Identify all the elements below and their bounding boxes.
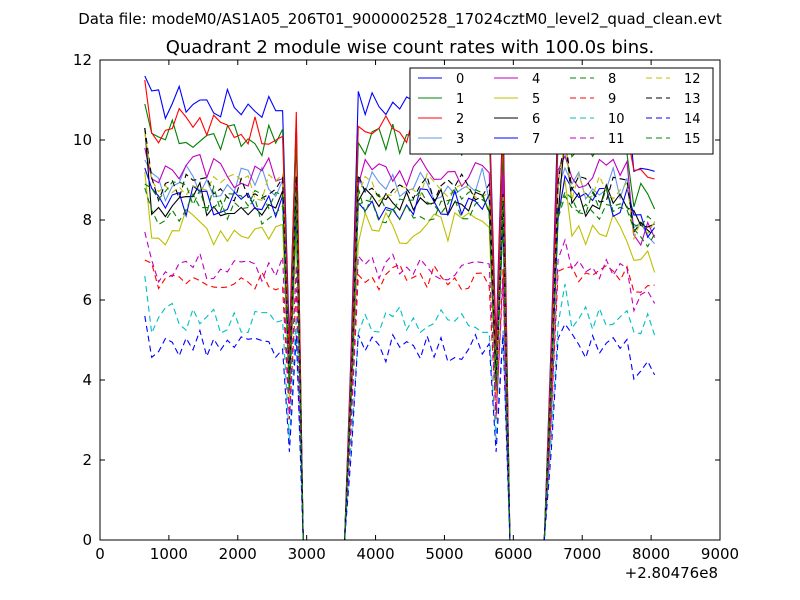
y-tick-label: 4 xyxy=(82,371,92,389)
legend-label-15: 15 xyxy=(684,132,701,147)
x-offset-label: +2.80476e8 xyxy=(625,564,718,582)
legend-label-4: 4 xyxy=(532,72,540,87)
x-tick-label: 6000 xyxy=(494,545,532,563)
legend-label-2: 2 xyxy=(456,112,464,127)
legend-label-13: 13 xyxy=(684,92,701,107)
y-tick-label: 6 xyxy=(82,291,92,309)
legend-label-6: 6 xyxy=(532,112,540,127)
series-line-1 xyxy=(144,103,656,541)
axis-ticks: 0 1000 2000 3000 4000 5000 6000 7000 8000 9000 0 2 4… xyxy=(73,51,739,563)
series-line-15 xyxy=(144,181,656,541)
series-line-5 xyxy=(144,171,656,541)
x-tick-label: 0 xyxy=(95,545,105,563)
x-tick-label: 9000 xyxy=(701,545,739,563)
y-tick-label: 2 xyxy=(82,451,92,469)
y-tick-label: 8 xyxy=(82,211,92,229)
legend-label-12: 12 xyxy=(684,72,701,87)
x-tick-label: 2000 xyxy=(219,545,257,563)
legend-label-0: 0 xyxy=(456,72,464,87)
legend-label-3: 3 xyxy=(456,132,464,147)
x-tick-label: 5000 xyxy=(425,545,463,563)
x-tick-label: 1000 xyxy=(150,545,188,563)
y-tick-label: 12 xyxy=(73,51,92,69)
series-line-6 xyxy=(144,127,655,541)
y-tick-label: 0 xyxy=(82,531,92,549)
series-line-7 xyxy=(144,167,656,541)
legend-label-1: 1 xyxy=(456,92,464,107)
series-line-12 xyxy=(144,131,656,541)
x-tick-label: 3000 xyxy=(288,545,326,563)
legend-label-7: 7 xyxy=(532,132,540,147)
legend-label-10: 10 xyxy=(608,112,625,127)
legend-box xyxy=(409,67,714,155)
x-tick-label: 8000 xyxy=(632,545,670,563)
chart-suptitle: Data file: modeM0/AS1A05_206T01_90000025… xyxy=(78,10,722,29)
series-line-8 xyxy=(144,187,655,541)
legend-label-9: 9 xyxy=(608,92,616,107)
y-tick-label: 10 xyxy=(73,131,92,149)
x-tick-label: 4000 xyxy=(356,545,394,563)
legend-label-11: 11 xyxy=(608,132,625,147)
series-line-14 xyxy=(144,315,656,541)
chart-title: Quadrant 2 module wise count rates with … xyxy=(166,37,655,58)
series-line-11 xyxy=(144,231,656,541)
legend-label-5: 5 xyxy=(532,92,540,107)
series-line-9 xyxy=(144,259,655,541)
legend-label-14: 14 xyxy=(684,112,701,127)
plot-lines xyxy=(144,75,656,541)
x-tick-label: 7000 xyxy=(563,545,601,563)
series-line-10 xyxy=(144,275,656,541)
legend-label-8: 8 xyxy=(608,72,616,87)
series-line-13 xyxy=(144,127,655,541)
